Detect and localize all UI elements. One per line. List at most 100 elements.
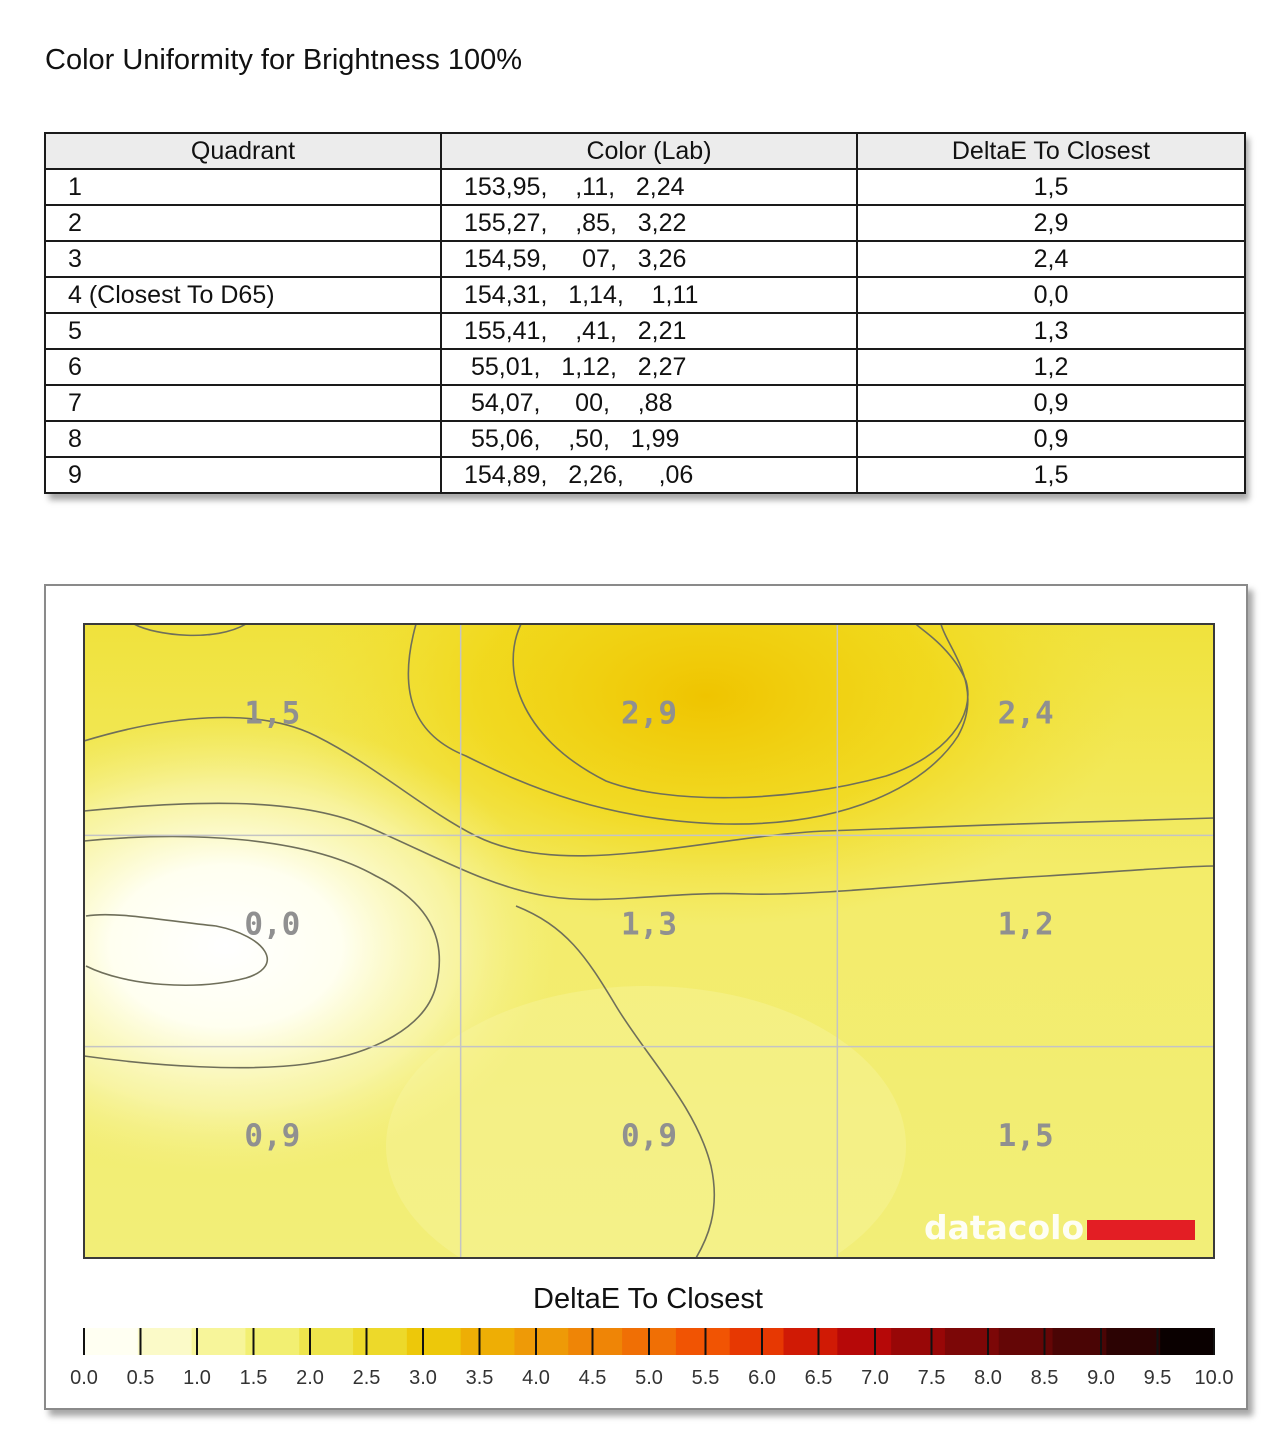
contour-line — [84, 802, 1214, 901]
color-lab-cell: 154,31, 1,14, 1,11 — [440, 276, 858, 314]
table-row: 7 54,07, 00, ,88 0,9 — [44, 384, 1246, 422]
scale-swatch — [944, 1328, 1000, 1355]
contour-line — [84, 835, 441, 1069]
table-row: 9 154,89, 2,26, ,06 1,5 — [44, 456, 1246, 494]
quadrant-cell: 4 (Closest To D65) — [44, 276, 442, 314]
table-row: 4 (Closest To D65) 154,31, 1,14, 1,11 0,0 — [44, 276, 1246, 314]
scale-tick-label: 6.5 — [805, 1367, 833, 1389]
deltae-cell: 1,5 — [856, 168, 1246, 206]
quadrant-cell: 3 — [44, 240, 442, 278]
scale-title: DeltaE To Closest — [533, 1283, 763, 1315]
quadrant-cell: 7 — [44, 384, 442, 422]
scale-tick-label: 6.0 — [748, 1367, 776, 1389]
scale-swatch — [84, 1328, 139, 1355]
scale-swatch — [837, 1328, 892, 1355]
scale-tick-label: 8.5 — [1031, 1367, 1059, 1389]
scale-tick-label: 9.0 — [1087, 1367, 1115, 1389]
cell-label: 1,2 — [998, 907, 1054, 943]
color-lab-cell: 154,89, 2,26, ,06 — [440, 456, 858, 494]
scale-tick-label: 3.5 — [466, 1367, 494, 1389]
scale-tick-label: 1.0 — [183, 1367, 211, 1389]
table-row: 1 153,95, ,11, 2,24 1,5 — [44, 168, 1246, 206]
contour-line — [133, 624, 247, 637]
scale-swatch — [191, 1328, 247, 1355]
header-color-lab: Color (Lab) — [440, 132, 858, 170]
color-lab-cell: 155,27, ,85, 3,22 — [440, 204, 858, 242]
cell-labels: 1,5 2,9 2,4 0,0 1,3 1,2 0,9 0,9 1,5 — [244, 695, 1053, 1154]
cell-label: 1,3 — [621, 907, 677, 943]
scale-tick-label: 2.5 — [353, 1367, 381, 1389]
deltae-cell: 2,9 — [856, 204, 1246, 242]
color-lab-cell: 153,95, ,11, 2,24 — [440, 168, 858, 206]
scale-swatch — [1106, 1328, 1161, 1355]
table-row: 8 55,06, ,50, 1,99 0,9 — [44, 420, 1246, 458]
cell-label: 1,5 — [244, 695, 300, 731]
contour-line — [512, 624, 969, 799]
contour-lines — [84, 624, 1214, 1258]
scale-tick-label: 4.5 — [579, 1367, 607, 1389]
scale-tick-label: 2.0 — [296, 1367, 324, 1389]
scale-swatch — [406, 1328, 462, 1355]
contour-line — [84, 716, 1214, 857]
uniformity-heatmap: 1,5 2,9 2,4 0,0 1,3 1,2 0,9 0,9 1,5 datacolor 0.… — [70, 623, 1233, 1389]
header-quadrant: Quadrant — [44, 132, 442, 170]
table-row: 6 55,01, 1,12, 2,27 1,2 — [44, 348, 1246, 386]
scale-swatch — [729, 1328, 785, 1355]
datacolor-logo: datacolor — [924, 1208, 1195, 1247]
cell-label: 0,0 — [244, 907, 300, 943]
deltae-cell: 1,2 — [856, 348, 1246, 386]
deltae-cell: 0,0 — [856, 276, 1246, 314]
color-lab-cell: 55,01, 1,12, 2,27 — [440, 348, 858, 386]
table-body: 1 153,95, ,11, 2,24 1,5 2 155,27, ,85, 3,22 2… — [44, 168, 1246, 494]
color-lab-cell: 55,06, ,50, 1,99 — [440, 420, 858, 458]
heatmap-fill — [84, 624, 1214, 1258]
cell-label: 2,4 — [998, 695, 1054, 731]
color-lab-cell: 155,41, ,41, 2,21 — [440, 312, 858, 350]
scale-swatch — [460, 1328, 516, 1355]
table-row: 3 154,59, 07, 3,26 2,4 — [44, 240, 1246, 278]
cell-label: 0,9 — [244, 1118, 300, 1154]
color-lab-cell: 154,59, 07, 3,26 — [440, 240, 858, 278]
cell-label: 0,9 — [621, 1118, 677, 1154]
quadrant-cell: 5 — [44, 312, 442, 350]
deltae-cell: 0,9 — [856, 384, 1246, 422]
scale-swatch — [1052, 1328, 1107, 1355]
scale-tick-label: 9.5 — [1144, 1367, 1172, 1389]
color-lab-cell: 54,07, 00, ,88 — [440, 384, 858, 422]
scale-swatch — [675, 1328, 731, 1355]
scale-swatch — [299, 1328, 354, 1355]
cell-label: 2,9 — [621, 695, 677, 731]
scale-swatch — [568, 1328, 623, 1355]
scale-tick-label: 7.0 — [861, 1367, 889, 1389]
uniformity-chart-panel: 1,5 2,9 2,4 0,0 1,3 1,2 0,9 0,9 1,5 datacolor 0.… — [44, 584, 1248, 1410]
datacolor-logo-bar — [1087, 1220, 1195, 1240]
scale-tick-label: 4.0 — [522, 1367, 550, 1389]
uniformity-table: Quadrant Color (Lab) DeltaE To Closest 1… — [44, 132, 1246, 494]
quadrant-cell: 8 — [44, 420, 442, 458]
header-deltae: DeltaE To Closest — [856, 132, 1246, 170]
quadrant-cell: 9 — [44, 456, 442, 494]
scale-tick-label: 5.5 — [692, 1367, 720, 1389]
page-title: Color Uniformity for Brightness 100% — [45, 44, 523, 76]
datacolor-logo-text: datacolor — [924, 1208, 1101, 1247]
scale-tick-label: 5.0 — [635, 1367, 663, 1389]
scale-tick-label: 8.0 — [974, 1367, 1002, 1389]
contour-line — [407, 624, 969, 825]
uniformity-table-wrapper: Quadrant Color (Lab) DeltaE To Closest 1… — [44, 132, 1246, 494]
scale-swatch — [514, 1328, 569, 1355]
grid-lines — [84, 624, 1214, 1258]
color-scale: 0.0 0.5 1.0 1.5 2.0 2.5 3.0 3.5 4.0 4.5 5.0 5.5 6.0 6… — [70, 1328, 1233, 1389]
scale-swatch — [137, 1328, 193, 1355]
quadrant-cell: 1 — [44, 168, 442, 206]
contour-line — [515, 905, 716, 1258]
table-row: 2 155,27, ,85, 3,22 2,9 — [44, 204, 1246, 242]
scale-tick-label: 0.0 — [70, 1367, 98, 1389]
scale-swatch — [353, 1328, 408, 1355]
cell-label: 1,5 — [998, 1118, 1054, 1154]
deltae-cell: 1,3 — [856, 312, 1246, 350]
deltae-cell: 0,9 — [856, 420, 1246, 458]
scale-swatch — [783, 1328, 838, 1355]
scale-tick-label: 7.5 — [918, 1367, 946, 1389]
plot-frame — [83, 623, 1215, 1259]
scale-tick-label: 0.5 — [127, 1367, 155, 1389]
